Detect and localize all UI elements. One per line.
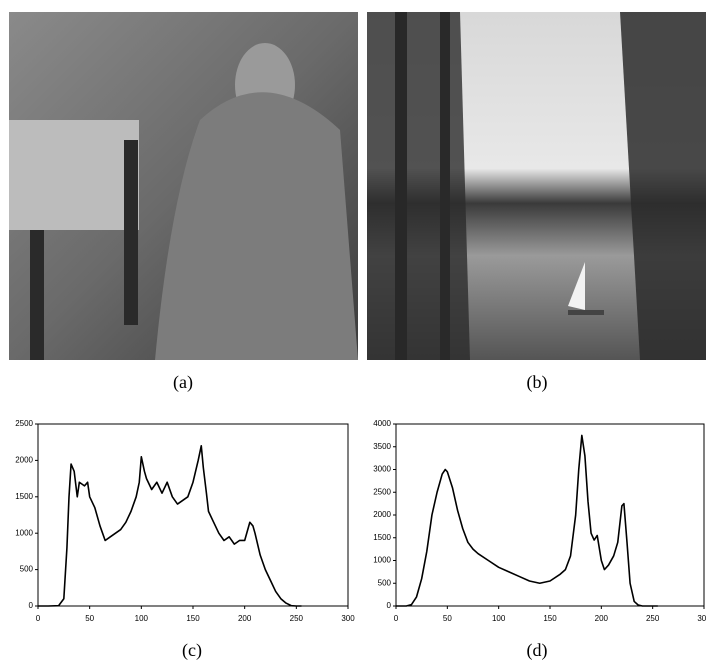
x-tick-label: 250 (290, 614, 304, 623)
caption: (c) (182, 640, 202, 661)
plot-frame (38, 424, 348, 606)
x-tick-label: 0 (394, 614, 399, 623)
y-tick-label: 1500 (373, 533, 391, 542)
caption: (b) (527, 372, 548, 393)
caption: (a) (173, 372, 193, 393)
y-tick-label: 0 (387, 601, 392, 610)
y-tick-label: 1000 (373, 556, 391, 565)
caption: (d) (527, 640, 548, 661)
histogram-line (396, 435, 658, 606)
x-tick-label: 300 (697, 614, 706, 623)
y-tick-label: 500 (20, 565, 34, 574)
x-tick-label: 50 (85, 614, 94, 623)
y-tick-label: 3500 (373, 442, 391, 451)
x-tick-label: 200 (595, 614, 609, 623)
figure: (a) (b) (c) (d) 050010001500200025000501… (0, 0, 706, 666)
y-tick-label: 1500 (15, 492, 33, 501)
x-tick-label: 250 (646, 614, 660, 623)
page: (a) (b) (c) (d) 050010001500200025000501… (0, 0, 706, 666)
x-tick-label: 50 (443, 614, 452, 623)
x-tick-label: 300 (341, 614, 355, 623)
x-tick-label: 200 (238, 614, 252, 623)
y-tick-label: 0 (29, 601, 34, 610)
x-tick-label: 150 (543, 614, 557, 623)
plot-frame (396, 424, 704, 606)
y-tick-label: 1000 (15, 528, 33, 537)
y-tick-label: 2000 (15, 456, 33, 465)
y-tick-label: 3000 (373, 465, 391, 474)
y-tick-label: 2500 (373, 487, 391, 496)
y-tick-label: 2500 (15, 419, 33, 428)
histogram-line (38, 446, 302, 606)
y-tick-label: 4000 (373, 419, 391, 428)
photo-a (9, 12, 358, 360)
x-tick-label: 150 (186, 614, 200, 623)
y-tick-label: 500 (378, 578, 392, 587)
y-tick-label: 2000 (373, 510, 391, 519)
photo-b (367, 12, 706, 360)
x-tick-label: 0 (36, 614, 41, 623)
x-tick-label: 100 (135, 614, 149, 623)
x-tick-label: 100 (492, 614, 506, 623)
